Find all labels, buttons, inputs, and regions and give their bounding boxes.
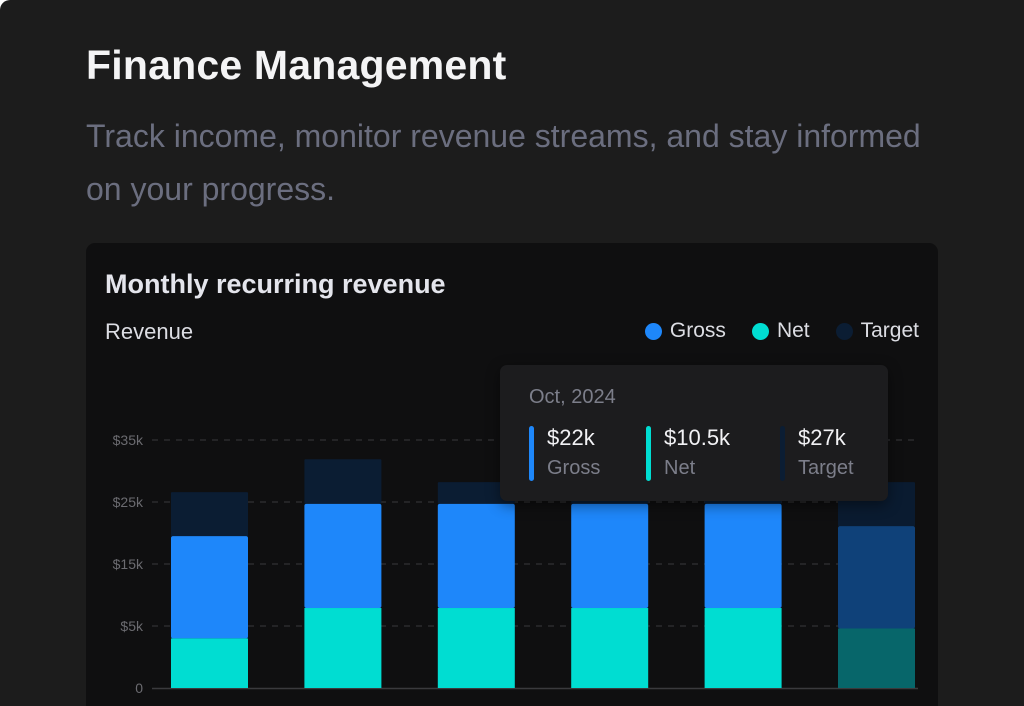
bar-target [437,482,515,504]
tooltip-value-net: $10.5k [664,425,731,450]
y-tick-label: $35k [113,432,144,448]
bar-target [171,492,248,537]
bar-net [571,608,649,688]
bar-net [304,608,382,688]
legend-dot-gross [644,322,662,340]
bar-net [704,608,782,688]
y-tick-label: $5k [120,618,144,634]
bar-gross [437,503,515,609]
bar-net [838,628,915,688]
tooltip-label-target: Target [798,457,854,479]
tooltip-marker-target [780,426,785,481]
bar-gross [838,526,915,629]
tooltip-value-gross: $22k [547,425,595,450]
bar-gross [171,536,248,639]
legend-item-net[interactable]: Net [751,319,810,343]
tooltip-date: Oct, 2024 [529,386,616,408]
legend-label-target: Target [860,319,919,342]
bar-gross [704,503,782,609]
chart-tooltip: Oct, 2024 $22k Gross $10.5k Net $27k Tar… [500,365,888,501]
tooltip-label-gross: Gross [547,457,601,479]
bar-chart: 0 $5k $15k $25k $35k [113,432,918,696]
legend-item-gross[interactable]: Gross [644,319,726,343]
y-tick-label: 0 [135,680,143,696]
bar-gross [571,503,649,609]
legend-dot-target [835,322,853,340]
legend-label-net: Net [776,319,810,342]
chart-legend: Gross Net Target [644,319,919,343]
legend-label-gross: Gross [669,319,726,342]
y-tick-label: $15k [113,556,144,572]
legend-item-target[interactable]: Target [835,319,919,343]
legend-dot-net [751,322,769,340]
bar-net [437,608,515,688]
tooltip-label-net: Net [664,457,696,479]
page-subtitle: Track income, monitor revenue streams, a… [86,118,921,207]
revenue-chart-card: Monthly recurring revenue Revenue Gross … [86,243,938,706]
tooltip-marker-gross [529,426,534,481]
bar-net [171,638,248,688]
tooltip-marker-net [646,426,651,481]
bar-target [304,459,382,504]
tooltip-value-target: $27k [798,425,846,450]
bar-gross [304,503,382,609]
page-title: Finance Management [86,42,507,88]
chart-y-label: Revenue [105,319,194,344]
y-tick-label: $25k [113,494,144,510]
chart-title: Monthly recurring revenue [105,269,446,299]
